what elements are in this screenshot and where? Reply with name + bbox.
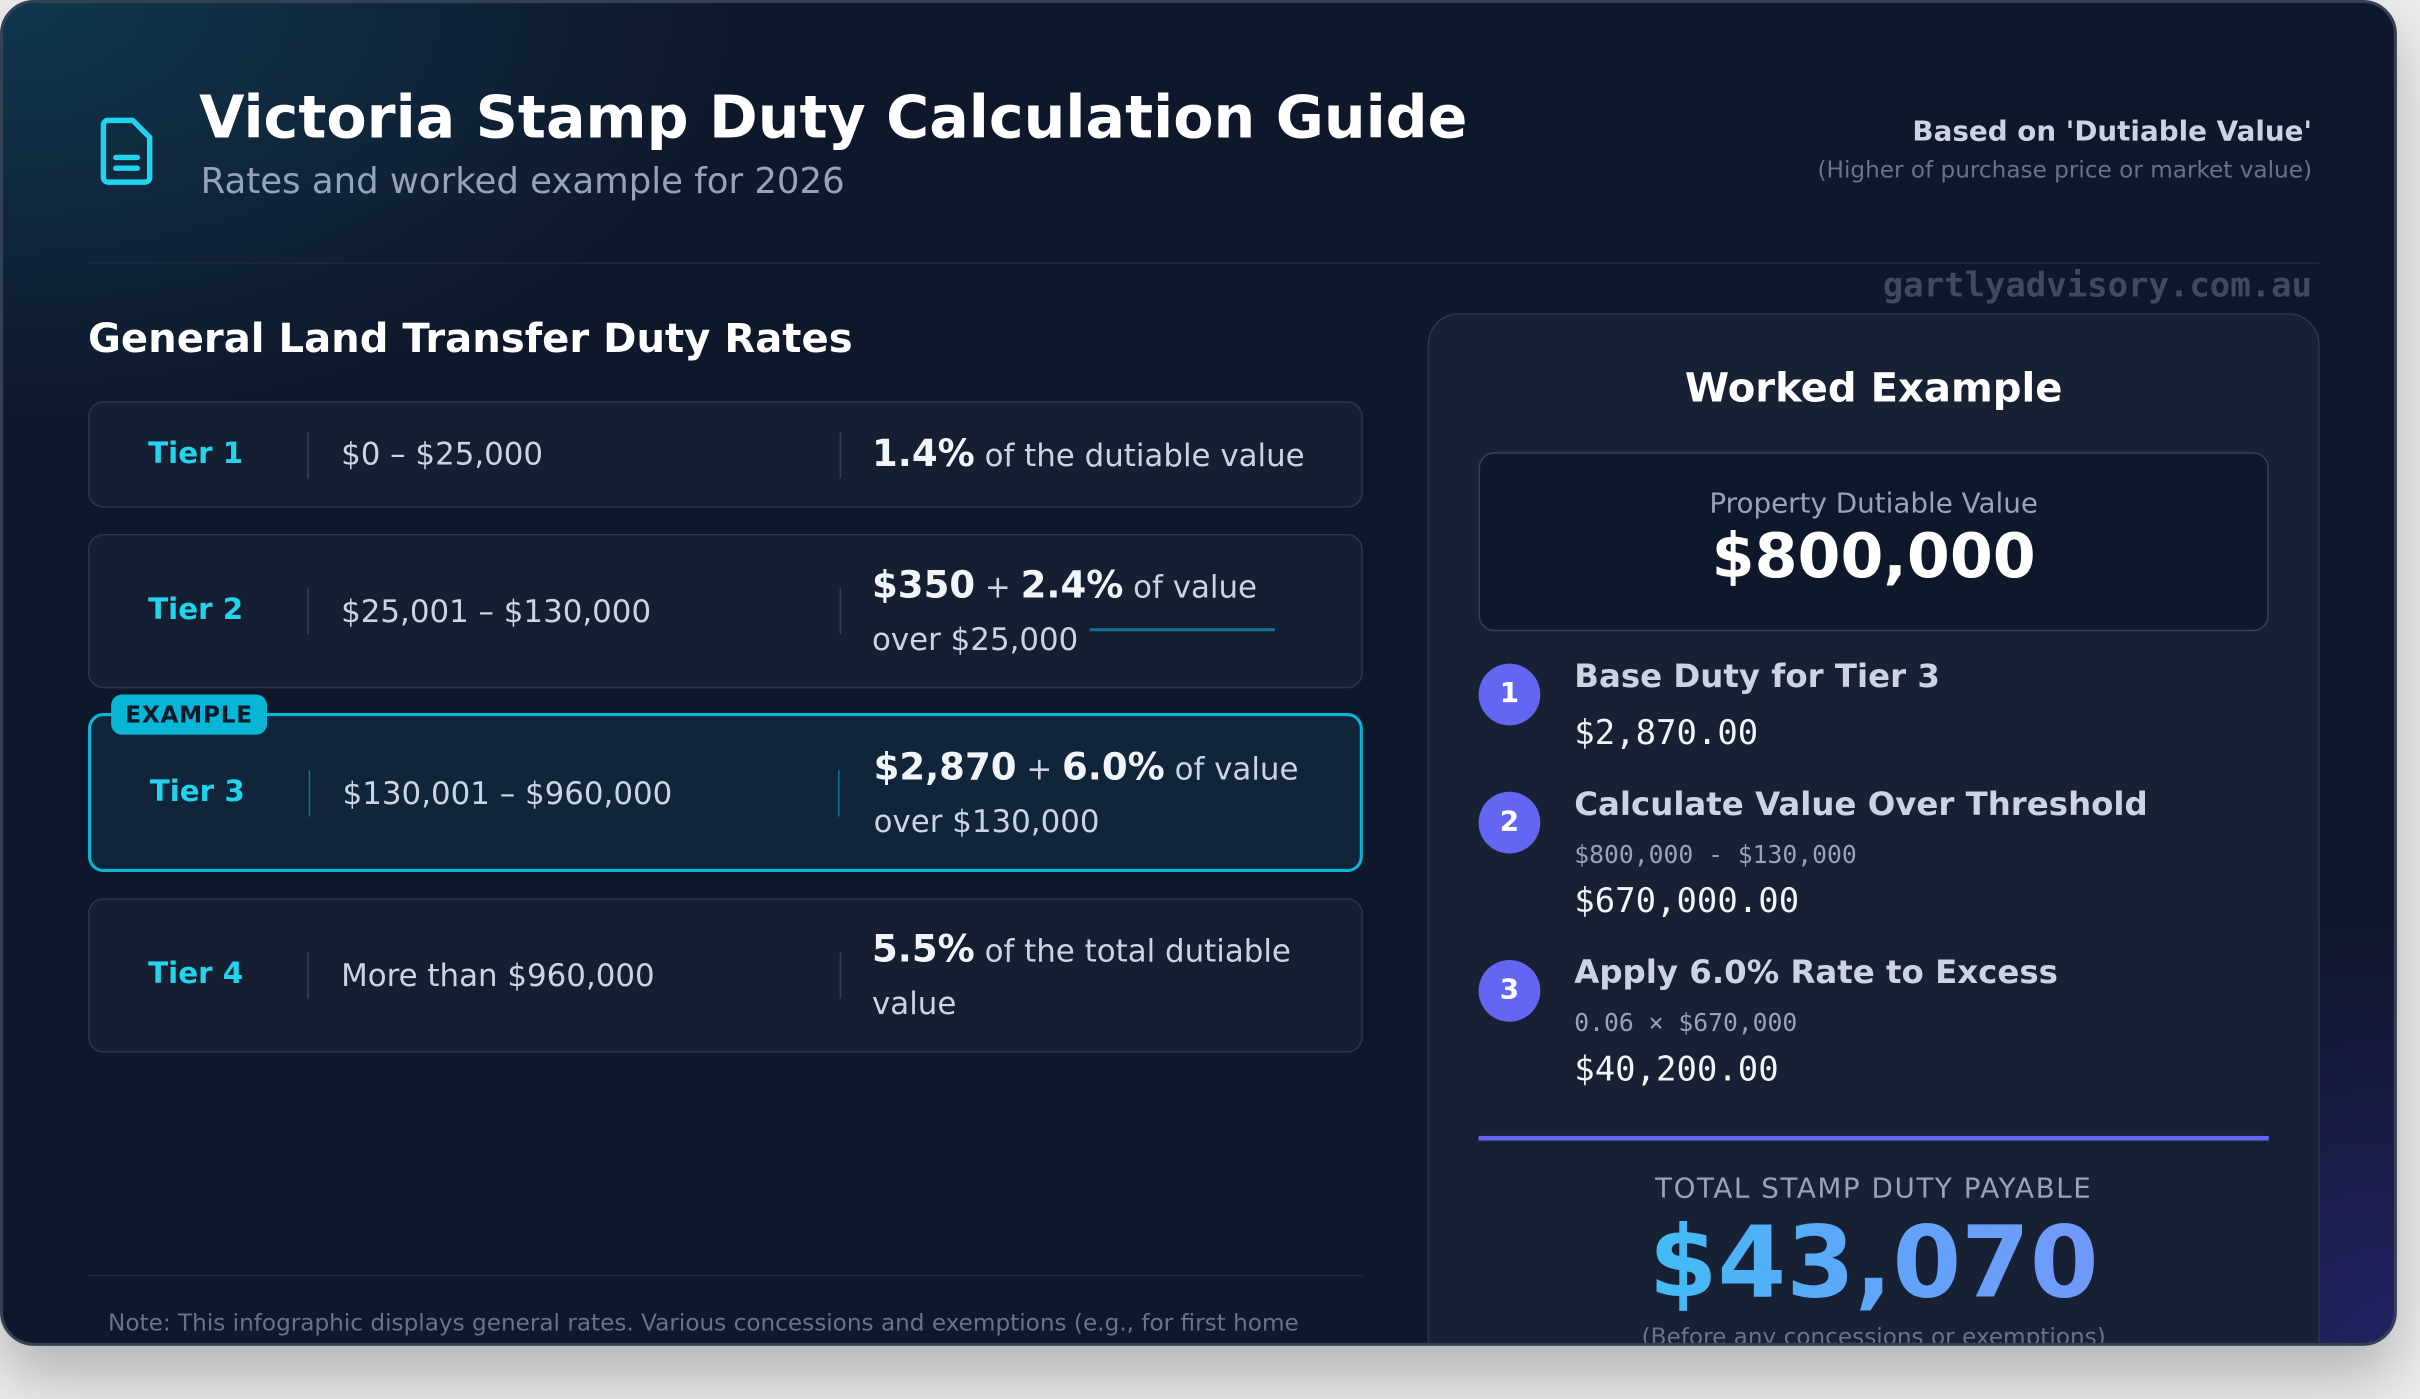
rate-base: $350 <box>872 563 976 607</box>
total-amount: $43,070 <box>1429 1207 2318 1321</box>
tier-label: Tier 1 <box>148 436 244 471</box>
rate-text: of the total dutiable value <box>872 932 1291 1022</box>
example-badge: EXAMPLE <box>111 694 268 735</box>
step-result: $2,870.00 <box>1574 714 1759 754</box>
divider <box>307 432 309 479</box>
value-label: Property Dutiable Value <box>1709 487 2038 521</box>
tier-row: Tier 2 $25,001 – $130,000 $350 + 2.4% of… <box>87 534 1363 689</box>
total-label: TOTAL STAMP DUTY PAYABLE <box>1655 1172 2093 1206</box>
divider <box>307 588 309 635</box>
divider <box>308 770 311 817</box>
step-result: $40,200.00 <box>1574 1051 1779 1090</box>
rate-percent: 2.4% <box>1020 563 1124 607</box>
rate-percent: 1.4% <box>872 432 975 476</box>
step-result: $670,000.00 <box>1574 882 1800 922</box>
basis-note: (Higher of purchase price or market valu… <box>1817 155 2313 184</box>
dutiable-value-box: Property Dutiable Value $800,000 <box>1478 452 2269 632</box>
divider <box>307 952 309 999</box>
plus: + <box>975 567 1021 606</box>
basis-title: Based on 'Dutiable Value' <box>1912 115 2313 149</box>
divider <box>839 588 842 635</box>
footer-divider <box>87 1274 1363 1277</box>
steps-list: 1 Base Duty for Tier 3 $2,870.00 2 Calcu… <box>1460 657 2293 1127</box>
rate-base: $2,870 <box>873 745 1017 789</box>
dutiable-value: $800,000 <box>1711 521 2036 593</box>
document-icon <box>100 117 153 185</box>
step-number: 1 <box>1478 663 1541 726</box>
page-subtitle: Rates and worked example for 2026 <box>200 162 845 203</box>
divider <box>839 432 842 479</box>
tier-range: $130,001 – $960,000 <box>342 774 673 812</box>
example-title: Worked Example <box>1684 365 2063 413</box>
worked-example-panel: Worked Example Property Dutiable Value $… <box>1427 313 2320 1346</box>
tier-range: $0 – $25,000 <box>341 435 544 473</box>
disclaimer-note: Note: This infographic displays general … <box>108 1308 1299 1337</box>
rate-text: of the dutiable value <box>974 436 1305 474</box>
tier-label: Tier 3 <box>149 774 245 809</box>
tier-label: Tier 2 <box>148 592 244 627</box>
step-number: 2 <box>1478 791 1541 854</box>
tier-row-highlighted: Tier 3 $130,001 – $960,000 $2,870 + 6.0%… <box>87 713 1363 873</box>
infographic-card: Victoria Stamp Duty Calculation Guide Ra… <box>0 0 2397 1346</box>
step-formula: 0.06 × $670,000 <box>1574 1007 1798 1038</box>
tier-row: Tier 1 $0 – $25,000 1.4% of the dutiable… <box>87 401 1363 508</box>
tier-range: More than $960,000 <box>341 956 655 994</box>
step-formula: $800,000 - $130,000 <box>1574 839 1857 869</box>
rate-text: of value over $130,000 <box>873 750 1299 840</box>
total-note: (Before any concessions or exemptions) <box>1641 1322 2106 1346</box>
step-title: Calculate Value Over Threshold <box>1574 785 2148 823</box>
rate-percent: 5.5% <box>872 927 975 971</box>
step-title: Base Duty for Tier 3 <box>1574 657 1940 695</box>
total-divider <box>1478 1135 2269 1140</box>
rate-text: of value over $25,000 <box>872 567 1258 658</box>
header-divider <box>87 262 2320 264</box>
tier-row: Tier 4 More than $960,000 5.5% of the to… <box>87 898 1363 1053</box>
tier-rate: $2,870 + 6.0% of value over $130,000 <box>874 741 1337 847</box>
step-title: Apply 6.0% Rate to Excess <box>1574 953 2058 991</box>
tier-rate: 5.5% of the total dutiable value <box>872 923 1320 1029</box>
plus: + <box>1016 750 1063 788</box>
tier-rate: $350 + 2.4% of value over $25,000 <box>872 559 1335 665</box>
tier-range: $25,001 – $130,000 <box>341 592 652 630</box>
step-number: 3 <box>1478 959 1541 1022</box>
tier-label: Tier 4 <box>148 956 244 991</box>
decorative-line <box>1089 628 1275 631</box>
rates-title: General Land Transfer Duty Rates <box>87 316 853 363</box>
watermark: gartlyadvisory.com.au <box>1882 267 2313 306</box>
rate-percent: 6.0% <box>1062 745 1165 789</box>
divider <box>838 770 840 817</box>
tier-rate: 1.4% of the dutiable value <box>872 428 1350 482</box>
page-title: Victoria Stamp Duty Calculation Guide <box>199 83 1468 152</box>
divider <box>839 952 842 999</box>
